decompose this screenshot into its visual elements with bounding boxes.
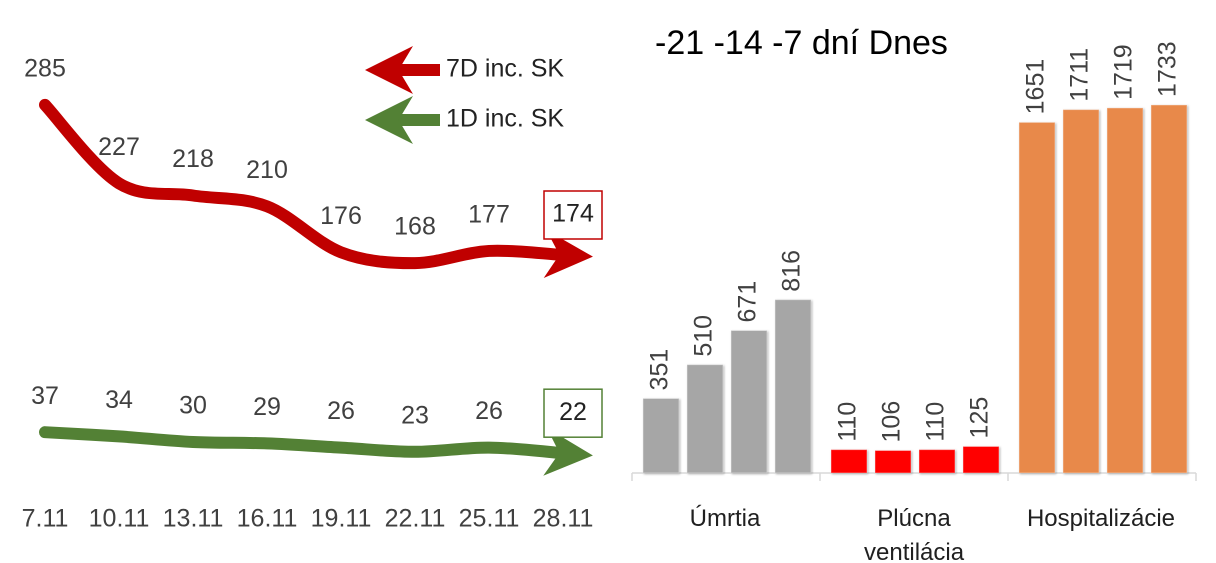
- category-label: Hospitalizácie: [1026, 505, 1176, 532]
- value-label: 22: [559, 398, 587, 426]
- value-label: 37: [31, 382, 59, 410]
- x-tick-label: 7.11: [22, 505, 69, 533]
- x-tick-label: 25.11: [459, 505, 520, 533]
- bar: [1150, 104, 1188, 474]
- bar: [962, 445, 1000, 474]
- value-label: 351: [646, 349, 674, 391]
- bar: [1106, 107, 1144, 474]
- value-label: 125: [966, 397, 994, 439]
- value-label: 1651: [1022, 59, 1050, 115]
- trend-line: [39, 426, 593, 476]
- trend-line: [39, 98, 593, 278]
- x-tick-label: 22.11: [385, 505, 446, 533]
- category-label: Plúcna ventilácia: [864, 505, 965, 563]
- value-label: 177: [468, 201, 510, 229]
- value-label: 1733: [1154, 41, 1182, 97]
- value-label: 29: [253, 393, 281, 421]
- value-label: 30: [179, 392, 207, 420]
- x-tick-label: 16.11: [237, 505, 298, 533]
- value-label: 168: [394, 213, 436, 241]
- value-label: 218: [172, 145, 214, 173]
- x-tick-label: 13.11: [163, 505, 224, 533]
- value-box: [543, 388, 603, 438]
- value-label: 510: [690, 315, 718, 357]
- value-label: 176: [320, 202, 362, 230]
- value-label: 26: [475, 397, 503, 425]
- bar: [1062, 109, 1100, 474]
- bar: [686, 364, 724, 474]
- value-label: 34: [105, 386, 133, 414]
- value-label: 106: [878, 401, 906, 443]
- bar: [730, 329, 768, 474]
- value-label: 174: [552, 200, 594, 228]
- value-label: 23: [401, 401, 429, 429]
- bar: [830, 449, 868, 474]
- value-label: 1711: [1066, 48, 1094, 102]
- bar: [642, 397, 680, 474]
- x-tick-label: 28.11: [533, 505, 594, 533]
- legend-label: 1D inc. SK: [446, 105, 564, 133]
- value-label: 816: [778, 250, 806, 292]
- x-tick-label: 10.11: [89, 505, 150, 533]
- x-tick-label: 19.11: [311, 505, 372, 533]
- legend-label: 7D inc. SK: [446, 55, 564, 83]
- bar: [1018, 121, 1056, 474]
- value-label: 210: [246, 156, 288, 184]
- value-label: 285: [24, 55, 66, 83]
- value-label: 26: [327, 397, 355, 425]
- bar: [874, 449, 912, 474]
- value-label: 110: [922, 402, 950, 442]
- value-label: 1719: [1110, 44, 1138, 100]
- bar: [774, 299, 812, 474]
- value-label: 671: [734, 281, 762, 323]
- value-label: 110: [834, 402, 862, 442]
- value-label: 227: [98, 133, 140, 161]
- bar: [918, 449, 956, 474]
- chart-title: -21 -14 -7 dní Dnes: [655, 24, 948, 62]
- value-box: [543, 190, 603, 240]
- category-label: Úmrtia: [689, 505, 761, 532]
